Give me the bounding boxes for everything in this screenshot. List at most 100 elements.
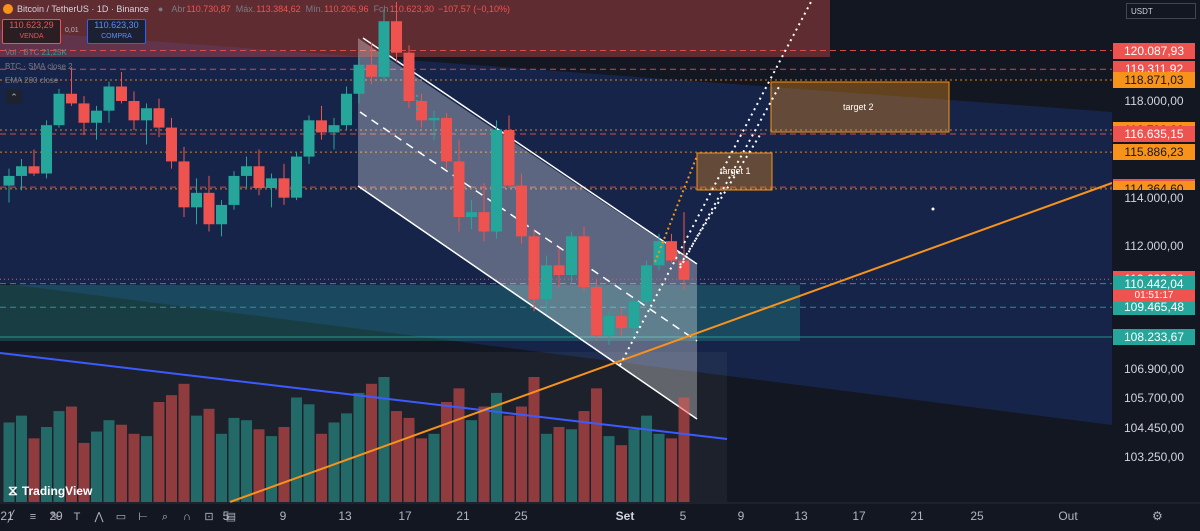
- candle-body: [528, 236, 540, 300]
- volume-bar: [528, 377, 540, 502]
- volume-bar: [541, 433, 552, 502]
- time-tick-label: 13: [794, 509, 808, 523]
- volume-bar: [591, 388, 602, 502]
- zoom-tool-icon[interactable]: ⌕: [161, 511, 169, 523]
- volume-bar: [153, 402, 165, 502]
- candle-body: [303, 120, 315, 157]
- brush-tool-icon[interactable]: ✎: [50, 511, 60, 523]
- candle-body: [241, 166, 252, 176]
- volume-bar: [491, 392, 502, 502]
- volume-bar: [566, 429, 577, 502]
- candle-body: [416, 101, 427, 121]
- volume-bar: [666, 438, 677, 502]
- price-label: 118.000,00: [1113, 93, 1195, 109]
- buy-price: 110.623,30: [94, 20, 139, 30]
- volume-bar: [66, 406, 77, 502]
- price-label: 115.886,23: [1113, 144, 1195, 161]
- volume-indicator[interactable]: Vol · BTC 21,25K: [5, 48, 67, 57]
- time-tick-label: Out: [1058, 509, 1078, 523]
- candle-body: [16, 166, 27, 176]
- buy-button[interactable]: 110.623,30 COMPRA: [87, 19, 146, 44]
- volume-bar: [103, 420, 115, 502]
- trendline-tool-icon[interactable]: ╱: [7, 511, 15, 523]
- text-tool-icon[interactable]: T: [73, 511, 81, 523]
- candle-body: [653, 241, 665, 266]
- volume-bar: [191, 415, 202, 502]
- volume-bar: [616, 445, 627, 502]
- volume-bar: [91, 431, 102, 502]
- candle-body: [453, 161, 465, 217]
- candle-body: [403, 52, 415, 101]
- high-label: Máx.: [235, 4, 256, 14]
- candle-body: [666, 241, 677, 261]
- volume-bar: [241, 420, 252, 502]
- time-tick-label: 17: [398, 509, 412, 523]
- sma-indicator[interactable]: BTC · SMA close 2: [5, 62, 73, 71]
- volume-bar: [403, 417, 415, 502]
- lock-icon[interactable]: ⊡: [204, 511, 214, 523]
- time-tick-label: 21: [910, 509, 924, 523]
- collapse-indicators-button[interactable]: ⌃: [6, 90, 22, 104]
- fib-tool-icon[interactable]: ≡: [29, 511, 37, 523]
- eye-icon[interactable]: ●: [157, 4, 164, 14]
- price-label: 103.250,00: [1113, 449, 1195, 466]
- price-label: 108.233,67: [1113, 329, 1195, 346]
- candle-body: [278, 178, 290, 198]
- candle-body: [428, 117, 440, 121]
- candle-body: [441, 117, 452, 162]
- volume-bar: [441, 402, 452, 502]
- blue-channel-zone: [0, 30, 1112, 425]
- ema-indicator[interactable]: EMA 200 close: [5, 76, 59, 85]
- candle-body: [316, 120, 327, 133]
- price-label: 105.700,00: [1113, 390, 1195, 407]
- time-tick-label: 17: [852, 509, 866, 523]
- candle-body: [203, 192, 215, 225]
- magnet-icon[interactable]: ∩: [183, 511, 191, 523]
- time-tick-label: Set: [615, 509, 635, 523]
- trash-icon[interactable]: ▤: [225, 511, 237, 523]
- volume-bar: [428, 433, 440, 502]
- candle-body: [3, 175, 15, 186]
- time-tick-label: 5: [679, 509, 687, 523]
- candle-body: [53, 93, 65, 126]
- time-tick-label: 9: [279, 509, 287, 523]
- sell-label: VENDA: [19, 33, 44, 40]
- sell-button[interactable]: 110.623,29 VENDA: [2, 19, 61, 44]
- candle-body: [253, 166, 265, 188]
- candle-body: [266, 178, 277, 188]
- candle-body: [228, 175, 240, 205]
- volume-bar: [328, 422, 340, 502]
- target-1-box: [696, 152, 773, 191]
- symbol-title[interactable]: Bitcoin / TetherUS · 1D · Binance: [17, 4, 149, 14]
- pattern-tool-icon[interactable]: ⋀: [94, 511, 104, 523]
- candle-body: [566, 236, 577, 275]
- volume-bar: [203, 408, 215, 502]
- candle-body: [491, 130, 502, 232]
- currency-selector[interactable]: USDT: [1126, 3, 1196, 19]
- measure-tool-icon[interactable]: ⊢: [138, 511, 148, 523]
- volume-value: 21,25K: [41, 48, 67, 57]
- change-value: −107,57 (−0,10%): [437, 4, 511, 14]
- candle-body: [553, 265, 565, 275]
- candle-body: [91, 110, 102, 123]
- close-value: 110.623,30: [389, 4, 434, 14]
- volume-bar: [278, 427, 290, 502]
- price-label: 104.450,00: [1113, 420, 1195, 437]
- price-label: 112.000,00: [1113, 238, 1195, 254]
- candle-body: [391, 21, 402, 53]
- ruler-tool-icon[interactable]: ▭: [115, 511, 127, 523]
- volume-bar: [16, 415, 27, 502]
- volume-bar: [603, 436, 615, 502]
- volume-bar: [266, 436, 277, 502]
- volume-bar: [341, 413, 352, 502]
- volume-bar: [678, 397, 690, 502]
- volume-bar: [291, 397, 302, 502]
- candle-body: [503, 130, 515, 186]
- time-tick-label: 29: [49, 509, 63, 523]
- tradingview-logo[interactable]: ⧖ TradingView: [8, 482, 92, 499]
- volume-bar: [553, 427, 565, 502]
- volume-bar: [516, 406, 527, 502]
- settings-gear-icon[interactable]: ⚙: [1152, 509, 1163, 523]
- candle-body: [341, 93, 352, 126]
